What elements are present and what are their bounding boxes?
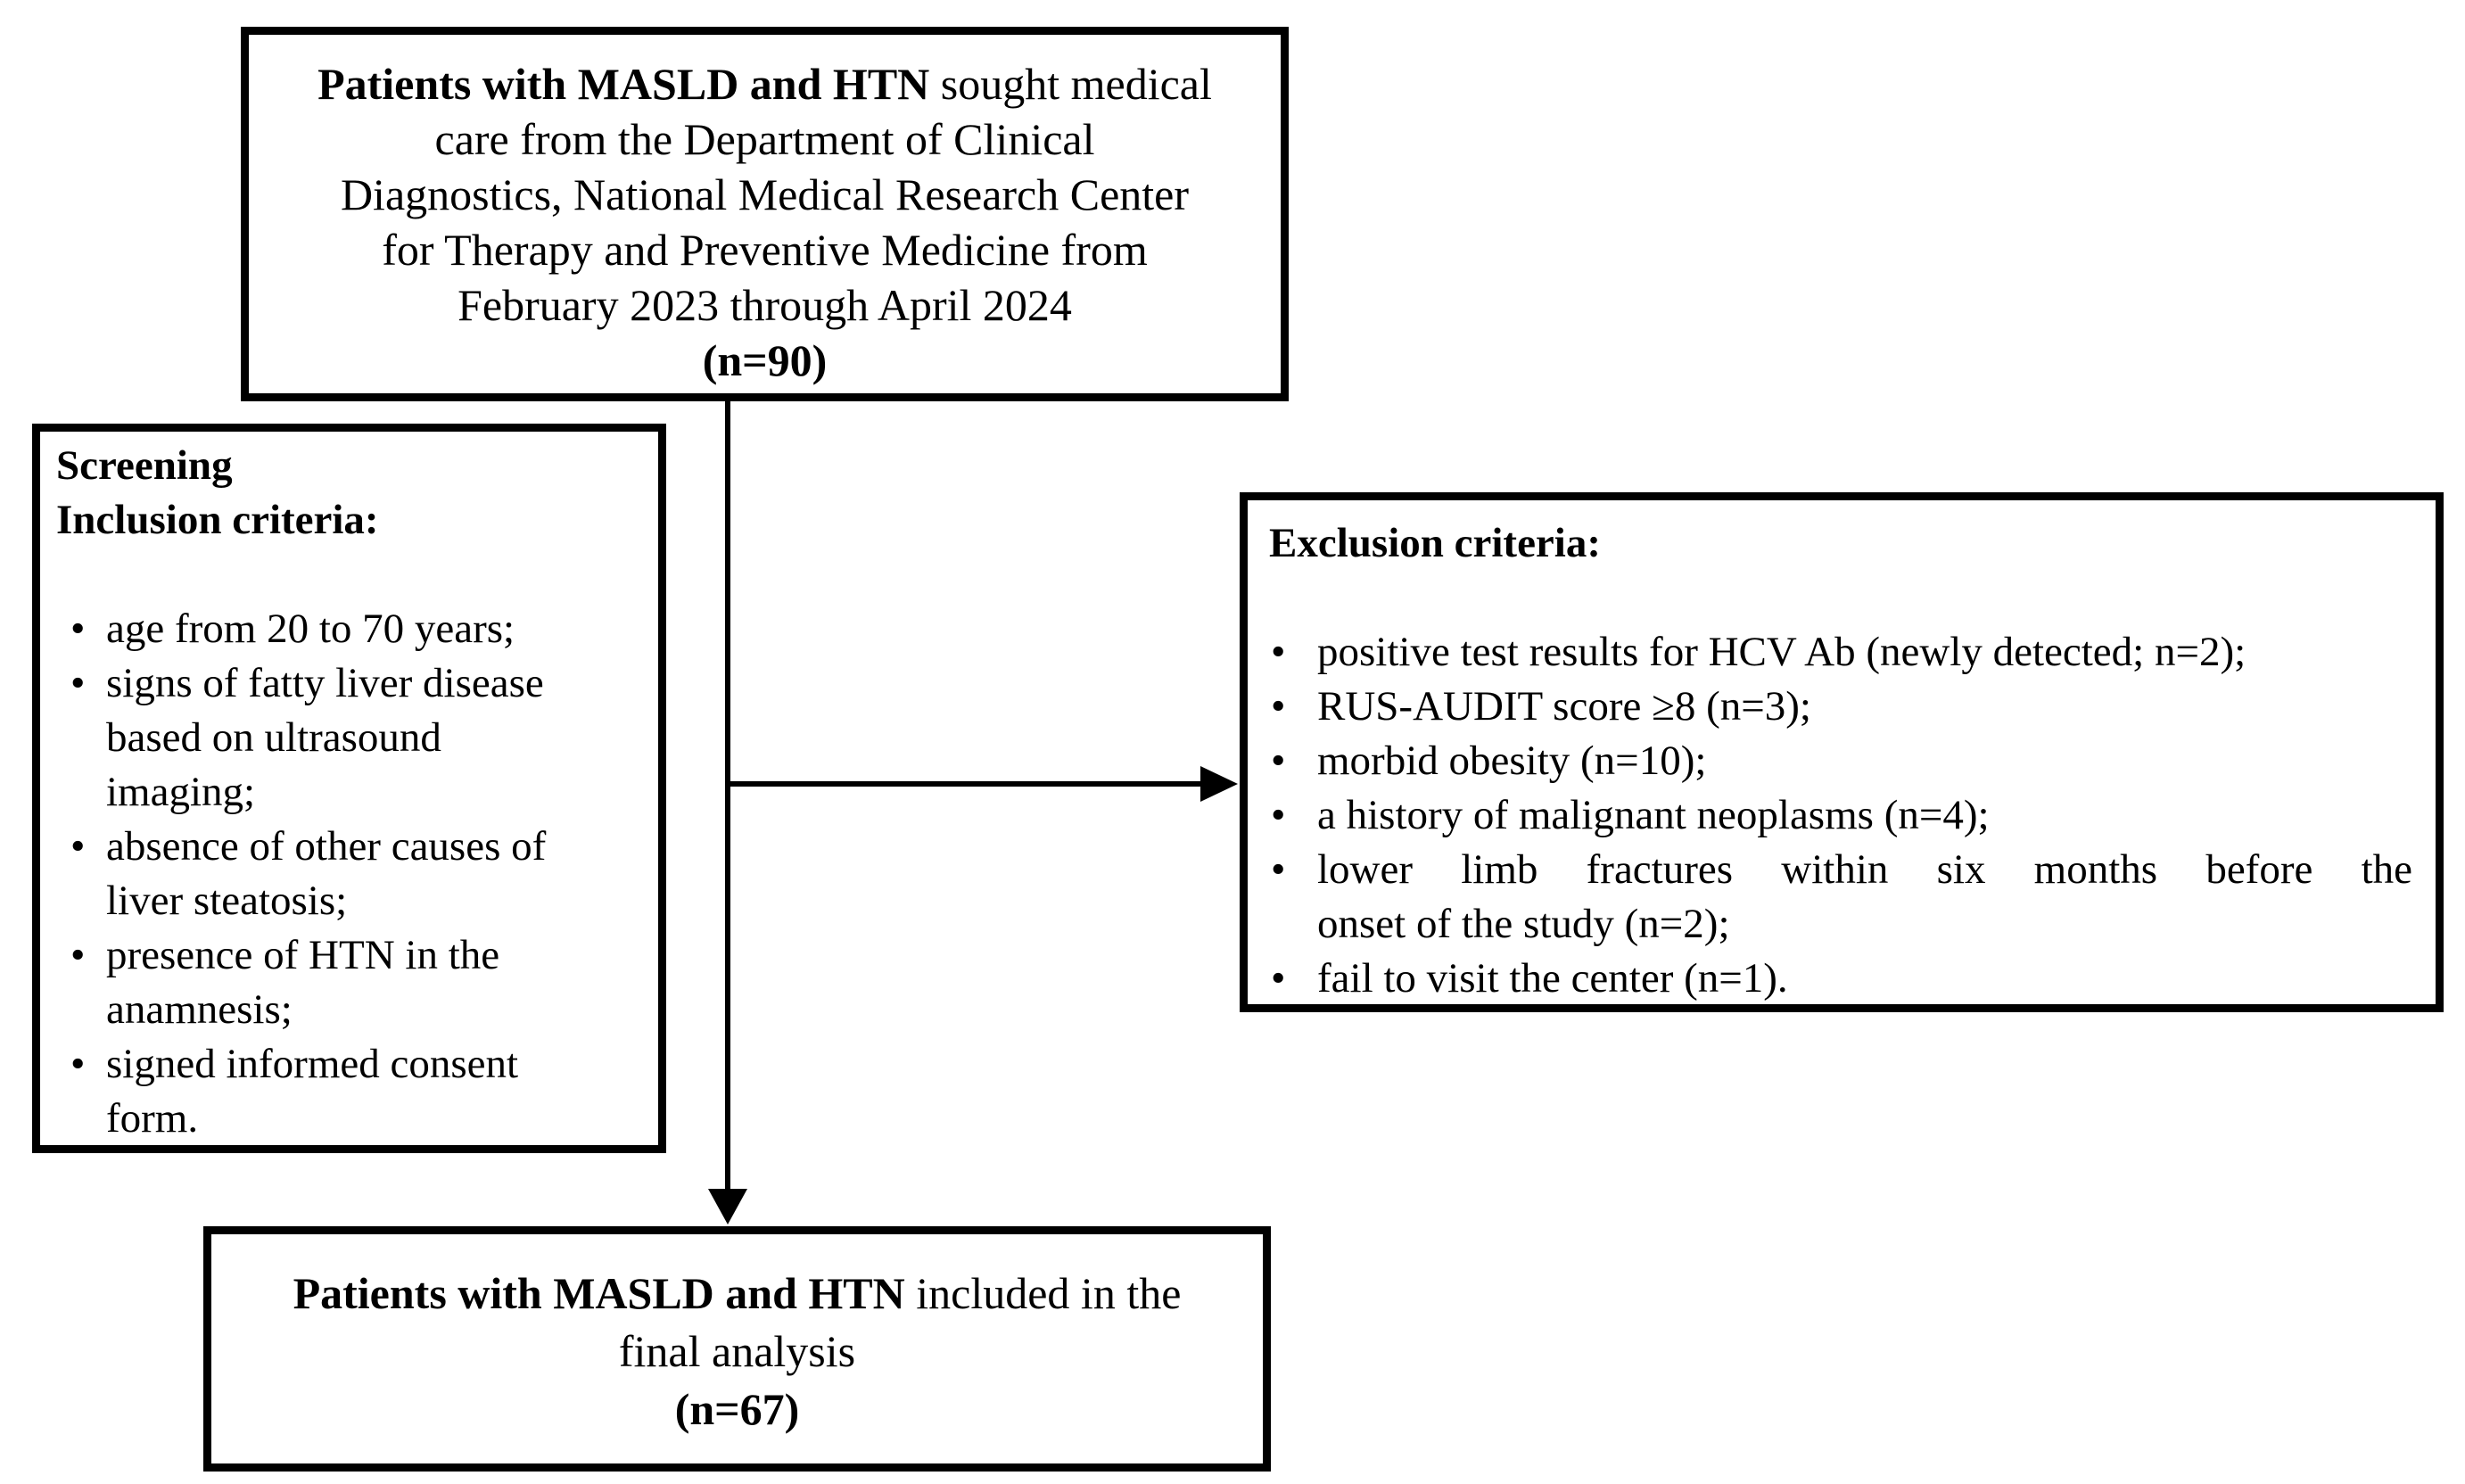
enrollment-line: care from the Department of Clinical (274, 111, 1256, 167)
final-analysis-text: included in the (904, 1268, 1182, 1318)
screening-title: Screening (56, 442, 233, 489)
exclusion-criteria-title: Exclusion criteria: (1269, 520, 1602, 566)
arrowhead-down-icon (708, 1189, 747, 1224)
inclusion-item-line: anamnesis; (106, 986, 293, 1033)
inclusion-item-line: imaging; (106, 769, 256, 815)
inclusion-item: • signed informed consent form. (70, 1037, 644, 1146)
inclusion-item-line: signs of fatty liver disease (106, 660, 544, 706)
exclusion-item-line: morbid obesity (n=10); (1317, 738, 1707, 784)
exclusion-item: • a history of malignant neoplasms (n=4); (1271, 788, 2412, 843)
exclusion-item-line: RUS-AUDIT score ≥8 (n=3); (1317, 683, 1811, 730)
enrollment-text: sought medical (929, 59, 1212, 109)
exclusion-item: • lower limb fractures within six months … (1271, 843, 2412, 952)
inclusion-item: • signs of fatty liver disease based on ul… (70, 656, 644, 820)
inclusion-item: • absence of other causes of liver steatos… (70, 820, 644, 928)
inclusion-criteria-list: • age from 20 to 70 years; • signs of fatty… (56, 602, 644, 1146)
inclusion-item-line: signed informed consent (106, 1041, 519, 1087)
exclusion-item: • fail to visit the center (n=1). (1271, 952, 2412, 1006)
inclusion-item-line: form. (106, 1095, 199, 1142)
final-analysis-line: final analysis (233, 1323, 1241, 1381)
inclusion-item-line: liver steatosis; (106, 878, 348, 924)
inclusion-item-line: age from 20 to 70 years; (106, 606, 515, 652)
connector-horizontal-line (728, 781, 1200, 787)
exclusion-item-line: lower limb fractures within six months b… (1317, 846, 2412, 893)
enrollment-line: Diagnostics, National Medical Research C… (274, 167, 1256, 222)
enrollment-box: Patients with MASLD and HTN sought medic… (241, 27, 1289, 401)
enrollment-text: (n=90) (702, 335, 828, 385)
inclusion-criteria-title: Inclusion criteria: (56, 497, 379, 543)
inclusion-item-line: presence of HTN in the (106, 932, 500, 978)
bullet-icon: • (70, 606, 86, 652)
inclusion-criteria-box: Screening Inclusion criteria: • age from … (32, 424, 666, 1153)
bullet-icon: • (1271, 846, 1286, 893)
enrollment-text: Patients with MASLD and HTN (317, 59, 930, 109)
bullet-icon: • (70, 1041, 86, 1087)
enrollment-text: care from the Department of Clinical (434, 114, 1095, 164)
arrowhead-right-icon (1200, 766, 1238, 802)
inclusion-item: • presence of HTN in the anamnesis; (70, 928, 644, 1037)
bullet-icon: • (1271, 792, 1286, 838)
exclusion-item-line: a history of malignant neoplasms (n=4); (1317, 792, 1990, 838)
bullet-icon: • (1271, 738, 1286, 784)
exclusion-item-line: onset of the study (n=2); (1317, 901, 1730, 947)
enrollment-text: Diagnostics, National Medical Research C… (340, 169, 1190, 219)
inclusion-item-line: based on ultrasound (106, 714, 441, 761)
enrollment-text: February 2023 through April 2024 (458, 280, 1072, 330)
enrollment-text: for Therapy and Preventive Medicine from (382, 225, 1148, 275)
bullet-icon: • (70, 823, 86, 870)
exclusion-item: • morbid obesity (n=10); (1271, 734, 2412, 788)
final-analysis-text: Patients with MASLD and HTN (293, 1268, 905, 1318)
final-analysis-text: final analysis (618, 1326, 856, 1376)
exclusion-item-line: fail to visit the center (n=1). (1317, 955, 1788, 1002)
connector-vertical-line (725, 401, 730, 1189)
inclusion-item-line: absence of other causes of (106, 823, 547, 870)
inclusion-item: • age from 20 to 70 years; (70, 602, 644, 656)
bullet-icon: • (1271, 629, 1286, 675)
bullet-icon: • (70, 932, 86, 978)
exclusion-criteria-list: • positive test results for HCV Ab (newly… (1269, 625, 2412, 1006)
enrollment-line: Patients with MASLD and HTN sought medic… (274, 56, 1256, 111)
bullet-icon: • (1271, 955, 1286, 1002)
enrollment-line: (n=90) (274, 333, 1256, 388)
final-analysis-text: (n=67) (674, 1384, 800, 1434)
bullet-icon: • (1271, 683, 1286, 730)
exclusion-item: • RUS-AUDIT score ≥8 (n=3); (1271, 680, 2412, 734)
exclusion-item-line: positive test results for HCV Ab (newly … (1317, 629, 2247, 675)
final-analysis-box: Patients with MASLD and HTN included in … (203, 1226, 1271, 1472)
enrollment-line: February 2023 through April 2024 (274, 277, 1256, 333)
bullet-icon: • (70, 660, 86, 706)
exclusion-criteria-box: Exclusion criteria: • positive test resul… (1240, 492, 2444, 1012)
final-analysis-line: Patients with MASLD and HTN included in … (233, 1265, 1241, 1323)
exclusion-item: • positive test results for HCV Ab (newly… (1271, 625, 2412, 680)
enrollment-line: for Therapy and Preventive Medicine from (274, 222, 1256, 277)
final-analysis-line: (n=67) (233, 1381, 1241, 1439)
